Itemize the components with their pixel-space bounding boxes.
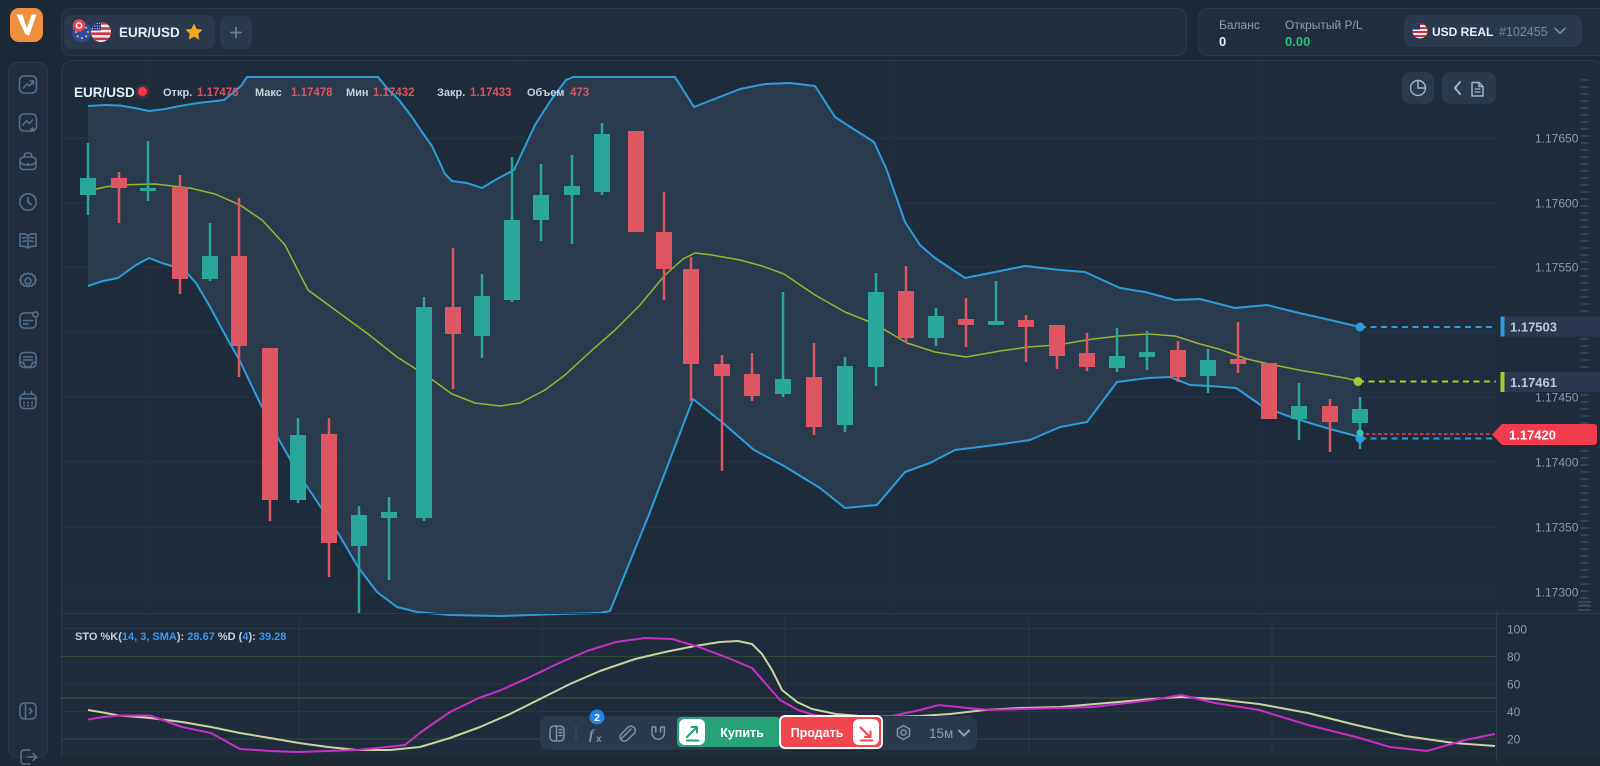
svg-text:100: 100 (1507, 623, 1527, 637)
svg-text:1.17420: 1.17420 (1509, 428, 1556, 443)
svg-text:Продать: Продать (791, 726, 844, 740)
svg-text:Макс: Макс (255, 87, 282, 99)
svg-text:2: 2 (594, 712, 600, 724)
svg-text:1.17450: 1.17450 (1535, 391, 1579, 405)
svg-text:0.00: 0.00 (1285, 34, 1310, 49)
svg-text:1.17600: 1.17600 (1535, 197, 1579, 211)
svg-text:20: 20 (1507, 733, 1521, 747)
svg-text:0: 0 (1219, 34, 1226, 49)
svg-text:1.17400: 1.17400 (1535, 456, 1579, 470)
svg-text:Откр.: Откр. (163, 87, 192, 99)
svg-text:Баланс: Баланс (1219, 18, 1260, 32)
svg-text:1.17478: 1.17478 (291, 87, 333, 99)
svg-text:Объем: Объем (527, 87, 564, 99)
svg-text:#102455: #102455 (1499, 25, 1548, 39)
svg-text:x: x (596, 734, 602, 745)
svg-text:Закр.: Закр. (437, 87, 465, 99)
svg-text:1.17550: 1.17550 (1535, 261, 1579, 275)
svg-text:60: 60 (1507, 678, 1521, 692)
svg-text:40: 40 (1507, 705, 1521, 719)
svg-text:1.17300: 1.17300 (1535, 586, 1579, 600)
svg-text:f: f (589, 728, 595, 743)
svg-text:1.17503: 1.17503 (1510, 320, 1557, 335)
svg-text:STO %K(14, 3, SMA): 28.67 %D (: STO %K(14, 3, SMA): 28.67 %D (4): 39.28 (75, 631, 286, 643)
svg-text:Мин: Мин (346, 87, 369, 99)
svg-text:Открытый P/L: Открытый P/L (1285, 18, 1363, 32)
svg-text:80: 80 (1507, 650, 1521, 664)
svg-text:15м: 15м (929, 726, 953, 741)
svg-text:1.17476: 1.17476 (197, 87, 239, 99)
svg-text:EUR/USD: EUR/USD (74, 85, 135, 100)
svg-text:EUR/USD: EUR/USD (119, 25, 180, 40)
svg-text:USD REAL: USD REAL (1432, 25, 1493, 39)
svg-text:1.17350: 1.17350 (1535, 521, 1579, 535)
svg-text:1.17432: 1.17432 (373, 87, 415, 99)
svg-text:1.17433: 1.17433 (470, 87, 512, 99)
svg-text:1.17461: 1.17461 (1510, 375, 1557, 390)
svg-text:1.17650: 1.17650 (1535, 132, 1579, 146)
svg-text:473: 473 (570, 87, 589, 99)
svg-text:Купить: Купить (720, 726, 764, 740)
